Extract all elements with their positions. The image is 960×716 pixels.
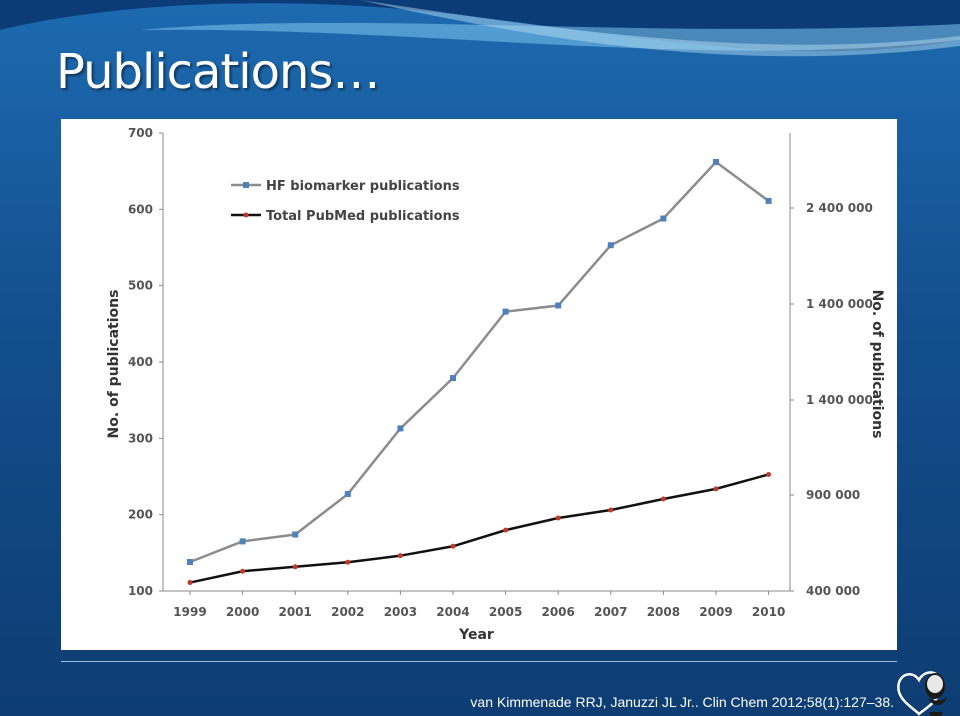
y-tick-label: 500 [128, 279, 153, 293]
y2-tick-label: 1 400 000 [806, 297, 873, 311]
series-line-total-pubmed [189, 473, 769, 584]
y-tick-label: 200 [128, 508, 153, 522]
data-point-pubmed [503, 527, 509, 533]
data-point-hf [660, 215, 667, 222]
data-point-pubmed [660, 496, 666, 502]
y2-tick-label: 400 000 [806, 584, 860, 598]
data-point-pubmed [240, 568, 246, 574]
header-swoosh [0, 0, 960, 57]
chart-panel: 100 200 300 400 500 600 700 400 000 900 000 1 400… [61, 119, 897, 650]
x-tick-label: 2010 [752, 605, 785, 619]
y2-tick-label: 1 400 000 [806, 393, 873, 407]
logo-icon [897, 671, 947, 716]
y-tick-label: 600 [128, 202, 153, 216]
footer-rule [61, 661, 897, 662]
x-tick-label: 2007 [594, 605, 627, 619]
data-point-hf [239, 538, 246, 545]
data-point-hf [502, 308, 509, 315]
data-point-hf [765, 197, 772, 204]
y-tick-label: 700 [128, 126, 153, 140]
data-point-pubmed [555, 515, 561, 521]
data-point-hf [344, 491, 351, 498]
publications-chart: 100 200 300 400 500 600 700 400 000 900 000 1 400… [106, 126, 885, 643]
y2-axis-label: No. of publications [869, 290, 885, 439]
x-tick-label: 2004 [436, 605, 469, 619]
citation-text: van Kimmenade RRJ, Januzzi JL Jr.. Clin … [470, 694, 894, 710]
series-line-hf-biomarker [189, 160, 770, 564]
data-point-hf [187, 558, 193, 565]
x-tick-label: 2003 [384, 605, 417, 619]
data-point-pubmed [608, 507, 614, 513]
slide-title: Publications… [56, 44, 380, 100]
y2-tick-label: 900 000 [806, 488, 860, 502]
legend-marker-hf [243, 182, 249, 188]
y2-tick-label: 2 400 000 [806, 201, 873, 215]
y-tick-label: 100 [128, 584, 153, 598]
data-point-hf [713, 159, 719, 166]
data-point-pubmed [292, 564, 298, 570]
y-tick-label: 400 [128, 355, 153, 369]
legend-label-pubmed: Total PubMed publications [266, 209, 460, 224]
x-tick-label: 2009 [699, 605, 732, 619]
x-axis-label: Year [458, 627, 494, 643]
data-point-hf [450, 375, 456, 382]
x-tick-label: 2005 [489, 605, 522, 619]
data-point-pubmed [766, 471, 772, 477]
data-point-pubmed [187, 580, 193, 586]
data-point-pubmed [713, 486, 719, 492]
data-point-pubmed [397, 553, 403, 559]
data-point-pubmed [345, 559, 351, 565]
x-tick-label: 2006 [541, 605, 574, 619]
y-tick-label: 300 [128, 431, 153, 445]
data-point-hf [397, 425, 404, 432]
data-point-hf [555, 302, 562, 309]
x-tick-label: 2000 [226, 605, 259, 619]
x-tick-label: 2002 [331, 605, 364, 619]
legend-label-hf: HF biomarker publications [266, 179, 460, 194]
data-point-hf [607, 242, 614, 249]
x-tick-label: 2001 [278, 605, 311, 619]
legend-marker-pubmed [243, 212, 249, 218]
x-tick-label: 1999 [173, 605, 206, 619]
y-axis-label: No. of publications [106, 290, 122, 439]
data-point-hf [292, 531, 299, 538]
data-point-pubmed [450, 543, 456, 549]
x-tick-label: 2008 [647, 605, 680, 619]
